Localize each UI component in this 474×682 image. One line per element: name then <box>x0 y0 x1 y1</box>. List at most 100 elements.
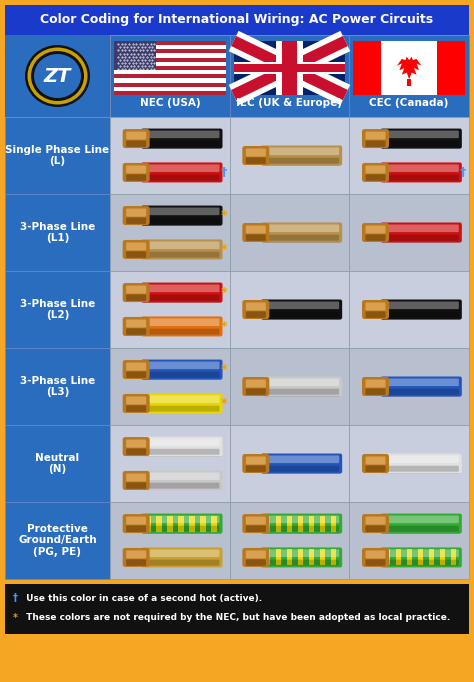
FancyBboxPatch shape <box>246 312 266 318</box>
FancyBboxPatch shape <box>144 207 219 215</box>
FancyBboxPatch shape <box>381 222 462 243</box>
Bar <box>156 516 162 531</box>
FancyBboxPatch shape <box>126 449 146 455</box>
Bar <box>114 87 226 91</box>
Bar <box>282 41 297 95</box>
Bar <box>114 62 226 66</box>
Bar <box>263 458 340 473</box>
Bar <box>143 518 220 533</box>
FancyBboxPatch shape <box>383 550 459 557</box>
FancyBboxPatch shape <box>144 439 219 446</box>
FancyBboxPatch shape <box>144 252 219 258</box>
FancyBboxPatch shape <box>141 394 222 413</box>
FancyBboxPatch shape <box>242 146 269 165</box>
FancyBboxPatch shape <box>261 376 342 396</box>
Bar <box>320 516 326 531</box>
FancyBboxPatch shape <box>242 548 269 567</box>
FancyBboxPatch shape <box>144 449 219 455</box>
Bar <box>309 550 314 565</box>
FancyBboxPatch shape <box>141 359 222 380</box>
FancyBboxPatch shape <box>264 301 339 309</box>
FancyBboxPatch shape <box>261 145 342 166</box>
FancyBboxPatch shape <box>126 166 146 173</box>
FancyBboxPatch shape <box>246 303 266 310</box>
FancyBboxPatch shape <box>383 301 459 309</box>
Bar <box>383 518 460 533</box>
Bar <box>234 61 346 74</box>
Bar <box>276 550 281 565</box>
FancyBboxPatch shape <box>126 396 146 404</box>
Bar <box>407 550 412 565</box>
FancyBboxPatch shape <box>264 550 339 557</box>
FancyBboxPatch shape <box>365 456 385 464</box>
FancyBboxPatch shape <box>383 389 459 395</box>
Bar <box>5 271 110 348</box>
Text: Protective
Ground/Earth
(PG, PE): Protective Ground/Earth (PG, PE) <box>18 524 97 557</box>
Bar <box>383 132 460 149</box>
Bar <box>287 550 292 565</box>
FancyBboxPatch shape <box>144 473 219 480</box>
FancyBboxPatch shape <box>141 162 222 183</box>
Bar <box>230 348 349 425</box>
Bar <box>143 243 220 259</box>
Text: *: * <box>220 286 227 299</box>
FancyBboxPatch shape <box>126 550 146 559</box>
FancyBboxPatch shape <box>246 465 266 472</box>
Bar <box>287 516 292 531</box>
FancyBboxPatch shape <box>123 317 150 336</box>
Text: *: * <box>220 320 227 333</box>
Bar <box>353 41 465 95</box>
FancyBboxPatch shape <box>264 389 339 395</box>
FancyBboxPatch shape <box>126 242 146 250</box>
Text: *: * <box>220 243 227 256</box>
Bar <box>189 516 195 531</box>
FancyBboxPatch shape <box>383 312 459 318</box>
Bar <box>349 117 469 194</box>
FancyBboxPatch shape <box>383 140 459 147</box>
Text: †: † <box>220 166 227 179</box>
FancyBboxPatch shape <box>126 525 146 532</box>
FancyBboxPatch shape <box>362 514 389 533</box>
FancyBboxPatch shape <box>141 282 222 303</box>
Bar <box>143 321 220 336</box>
FancyBboxPatch shape <box>141 471 222 490</box>
Ellipse shape <box>27 48 88 104</box>
FancyBboxPatch shape <box>144 560 219 565</box>
FancyBboxPatch shape <box>126 140 146 147</box>
FancyBboxPatch shape <box>242 300 269 319</box>
Bar <box>428 550 434 565</box>
FancyBboxPatch shape <box>141 316 222 336</box>
FancyBboxPatch shape <box>246 516 266 524</box>
FancyBboxPatch shape <box>123 471 150 490</box>
Bar <box>331 550 337 565</box>
Ellipse shape <box>25 45 90 107</box>
FancyBboxPatch shape <box>264 516 339 523</box>
FancyBboxPatch shape <box>126 363 146 370</box>
FancyBboxPatch shape <box>246 158 266 164</box>
FancyBboxPatch shape <box>123 437 150 456</box>
FancyBboxPatch shape <box>381 162 462 183</box>
FancyBboxPatch shape <box>144 516 219 523</box>
Bar <box>418 550 423 565</box>
Text: These colors are not required by the NEC, but have been adopted as local practic: These colors are not required by the NEC… <box>23 614 450 623</box>
Bar <box>230 425 349 502</box>
FancyBboxPatch shape <box>246 235 266 241</box>
FancyBboxPatch shape <box>123 514 150 533</box>
FancyBboxPatch shape <box>365 465 385 472</box>
FancyBboxPatch shape <box>123 360 150 379</box>
Bar <box>440 550 445 565</box>
Bar <box>383 303 460 319</box>
FancyBboxPatch shape <box>126 209 146 217</box>
FancyBboxPatch shape <box>365 379 385 387</box>
FancyBboxPatch shape <box>383 516 459 523</box>
FancyBboxPatch shape <box>123 129 150 148</box>
FancyBboxPatch shape <box>381 548 462 567</box>
FancyBboxPatch shape <box>242 454 269 473</box>
Bar <box>211 516 217 531</box>
FancyBboxPatch shape <box>381 129 462 149</box>
Text: †: † <box>13 593 18 603</box>
Bar <box>263 381 340 396</box>
FancyBboxPatch shape <box>362 377 389 396</box>
FancyBboxPatch shape <box>126 516 146 524</box>
FancyBboxPatch shape <box>126 405 146 412</box>
